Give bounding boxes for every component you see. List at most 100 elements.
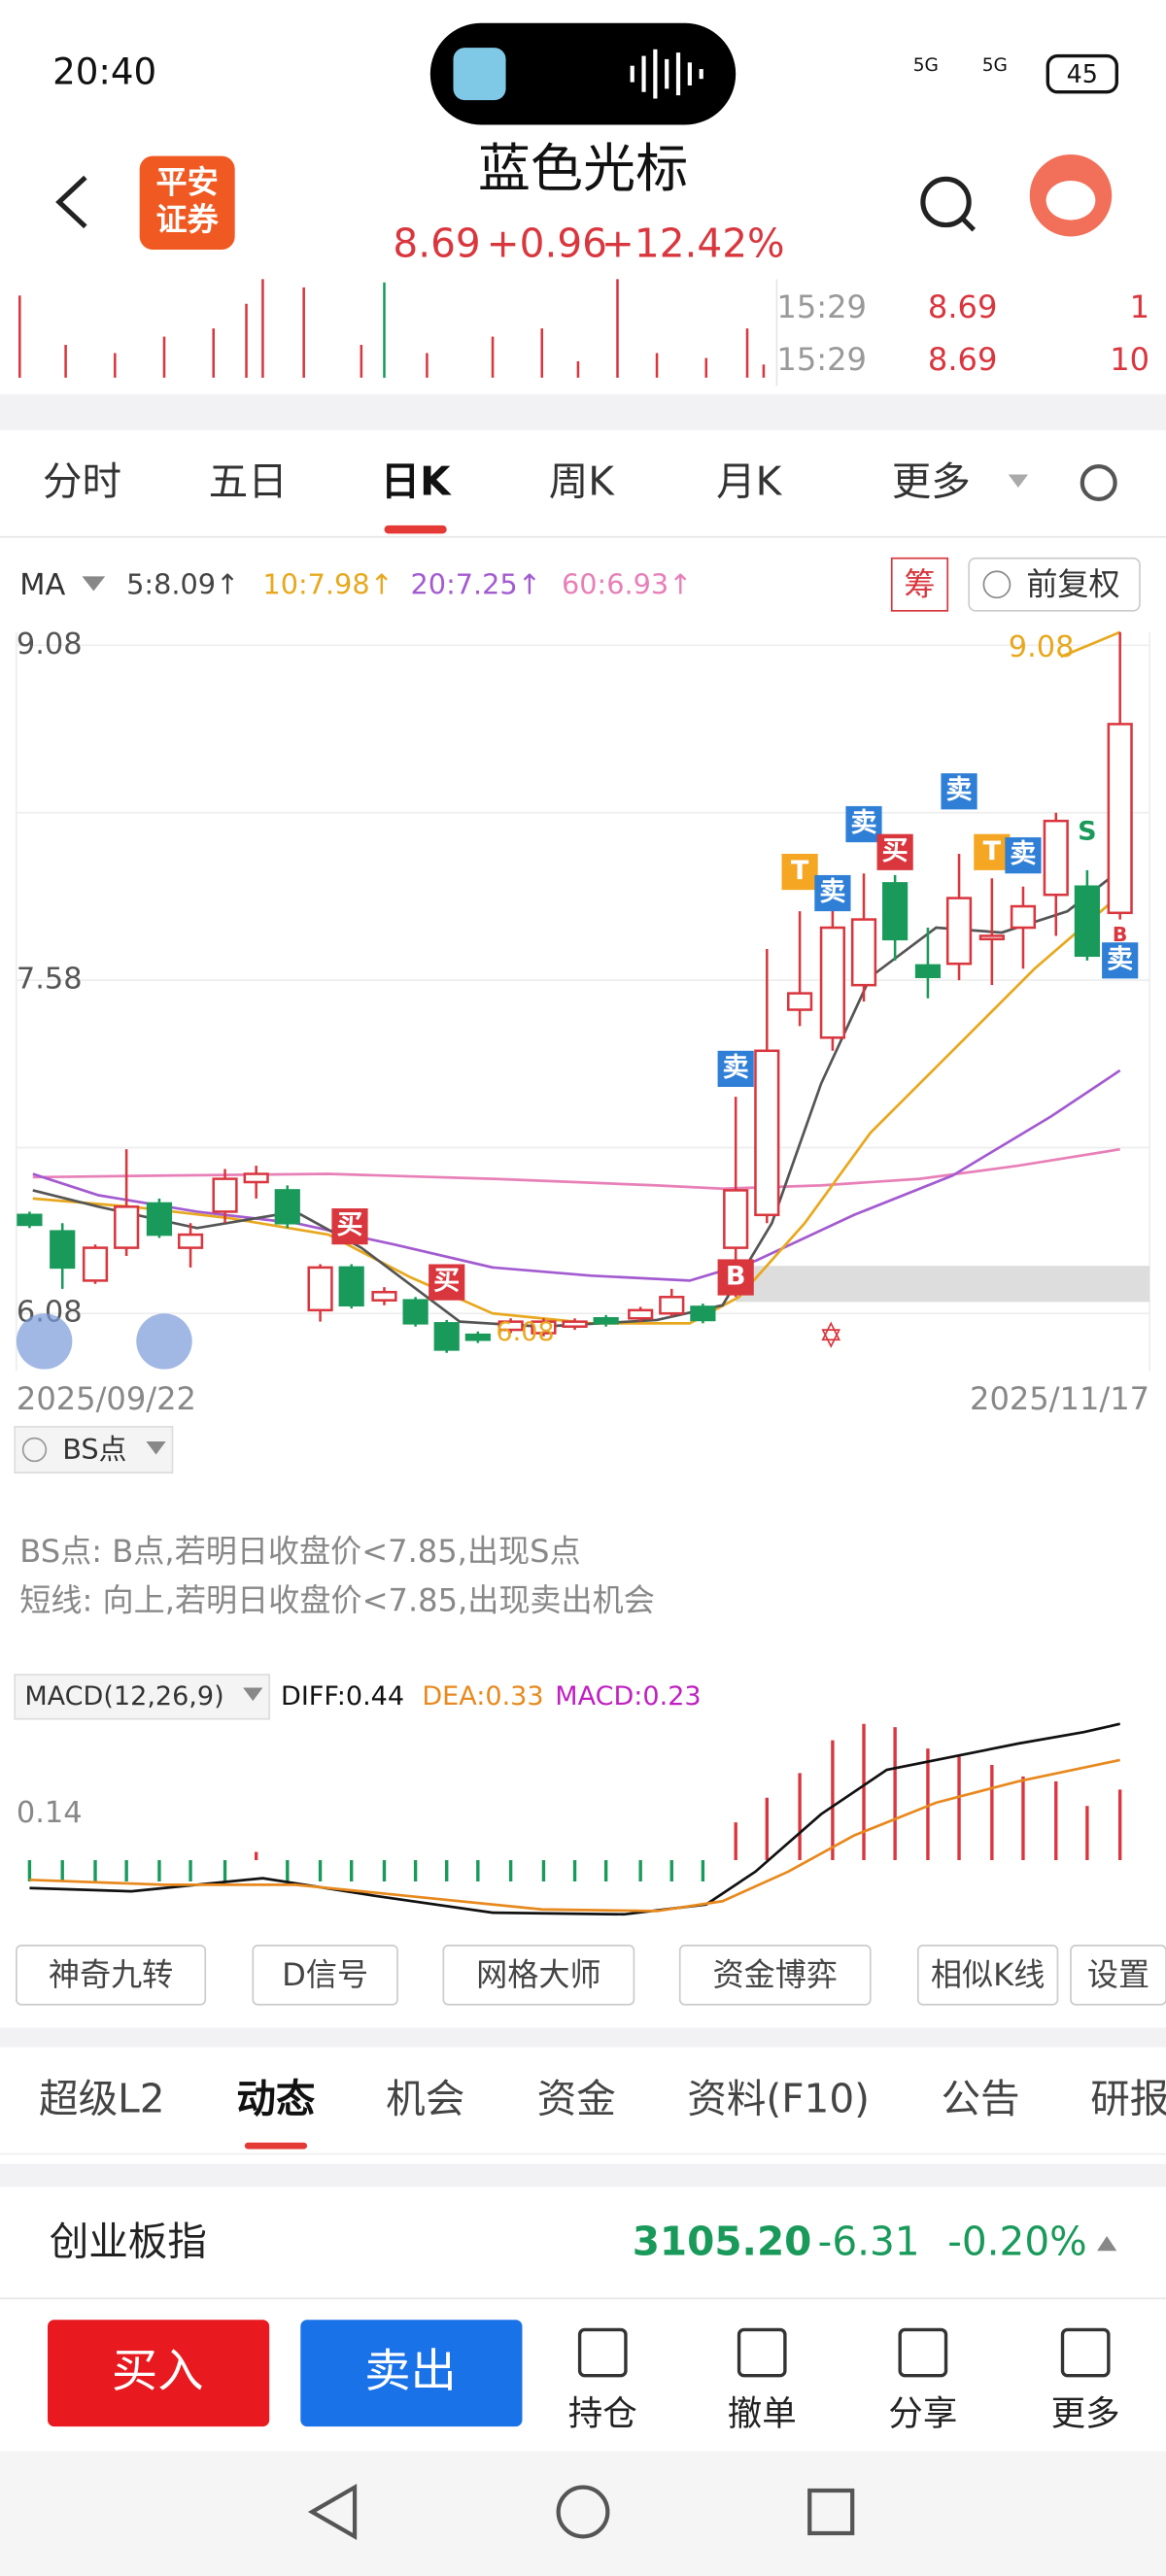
candle-body [1010, 904, 1037, 930]
candle-body [338, 1266, 364, 1307]
candle [497, 1318, 524, 1334]
macd-lines [29, 1722, 1120, 1916]
candle-body [114, 1205, 140, 1249]
info-tab[interactable]: 资料(F10) [687, 2075, 870, 2121]
nav-home[interactable] [556, 2485, 610, 2539]
info-tab[interactable]: 资金 [537, 2075, 616, 2121]
info-icon [21, 1437, 48, 1463]
candle-body [723, 1189, 749, 1249]
candle-body [850, 918, 877, 987]
tool-button[interactable] [442, 1945, 635, 2006]
adjust-button[interactable] [968, 557, 1141, 612]
candle [1074, 869, 1100, 961]
action-icon[interactable] [898, 2327, 948, 2378]
signal-marker [845, 805, 882, 843]
tool-text: 设置 [1087, 1956, 1149, 1993]
candle-body [402, 1299, 429, 1325]
back-button[interactable] [55, 175, 87, 229]
candle-body [82, 1246, 109, 1282]
candle [754, 948, 780, 1224]
tab-indicator [244, 2142, 308, 2150]
info-tab[interactable]: 动态 [236, 2075, 316, 2121]
bs-note: BS点: B点,若明日收盘价<7.85,出现S点 [19, 1533, 580, 1570]
candle [433, 1319, 460, 1353]
candle [531, 1318, 557, 1337]
star-icon [821, 1321, 841, 1348]
info-tab[interactable]: 机会 [386, 2075, 464, 2121]
high-label: 9.08 [1009, 630, 1075, 664]
sell-button[interactable] [300, 2320, 523, 2427]
nav-back[interactable] [307, 2483, 358, 2541]
info-tab[interactable]: 超级L2 [39, 2075, 164, 2121]
signal-text: 卖 [946, 775, 973, 805]
candle [690, 1304, 716, 1324]
candle [659, 1288, 685, 1317]
expand-button[interactable] [16, 1313, 73, 1370]
chart-tab[interactable]: 月K [716, 458, 783, 505]
action-text: 持仓 [568, 2393, 637, 2433]
bs-note: 短线: 向上,若明日收盘价<7.85,出现卖出机会 [19, 1582, 655, 1619]
candle [1010, 886, 1037, 969]
chip-button[interactable] [890, 557, 949, 612]
chart-tab[interactable]: 周K [549, 458, 616, 505]
search[interactable] [920, 176, 972, 228]
chart-tab[interactable]: 更多 [892, 458, 971, 505]
app-icon [453, 48, 506, 101]
nav-recent[interactable] [807, 2488, 855, 2536]
signal-text: B [1113, 923, 1127, 946]
tool-button[interactable] [16, 1945, 207, 2006]
tick-price: 8.69 [928, 341, 997, 378]
action-icon[interactable] [1060, 2327, 1111, 2378]
signal-marker [429, 1264, 465, 1301]
candle [945, 853, 973, 981]
macd-selector[interactable] [14, 1674, 271, 1720]
tick-time: 15:29 [776, 288, 867, 325]
info-icon [982, 570, 1012, 599]
fullscreen-button[interactable] [136, 1313, 192, 1370]
separator [0, 2027, 1166, 2048]
dropdown-arrow [146, 1441, 166, 1455]
bs-selector[interactable] [14, 1425, 174, 1474]
candle-body [1074, 885, 1100, 958]
chart-tab[interactable]: 日K [381, 458, 453, 505]
action-icon[interactable] [737, 2327, 787, 2378]
macd-tick: 0.14 [17, 1796, 83, 1830]
chip-text: 筹 [904, 565, 935, 602]
candle-body [659, 1296, 685, 1315]
tool-button[interactable] [916, 1945, 1059, 2006]
candle [274, 1185, 300, 1229]
candle-body [531, 1320, 557, 1335]
candle-body [1043, 819, 1069, 897]
macd-bars [27, 1723, 1122, 1881]
tool-button[interactable] [678, 1945, 872, 2006]
tool-button[interactable] [252, 1945, 398, 2006]
info-tab[interactable]: 研报 [1090, 2075, 1166, 2121]
chart-grid [16, 631, 1150, 1372]
candle-body [212, 1177, 238, 1213]
date-end: 2025/11/17 [970, 1380, 1149, 1417]
settings[interactable] [1080, 463, 1117, 501]
index-value: 3105.20 [633, 2219, 812, 2265]
info-tab[interactable]: 公告 [941, 2075, 1019, 2121]
chart-tab[interactable]: 五日 [209, 458, 288, 505]
ma5: 5:8.09↑ [126, 567, 239, 600]
chart-tab[interactable]: 分时 [43, 458, 121, 505]
signal-text: T [983, 836, 1002, 866]
candle-body [562, 1320, 588, 1328]
candle [402, 1297, 429, 1327]
battery-level: 45 [1067, 59, 1098, 88]
candle-body [307, 1266, 333, 1312]
candle [1043, 812, 1069, 936]
tool-button[interactable] [1070, 1945, 1166, 2006]
tool-text: 资金博弈 [713, 1956, 838, 1993]
candle-body [17, 1213, 43, 1227]
signal-text: B [726, 1262, 746, 1292]
signal-text: 卖 [1107, 944, 1133, 974]
signal-text: 买 [336, 1210, 362, 1240]
candle-body [914, 964, 942, 978]
dynamic-island [429, 22, 737, 125]
action-text: 分享 [888, 2393, 957, 2433]
action-icon[interactable] [577, 2327, 628, 2378]
buy-button[interactable] [48, 2320, 270, 2427]
macd-label: MACD(12,26,9) [24, 1681, 223, 1712]
